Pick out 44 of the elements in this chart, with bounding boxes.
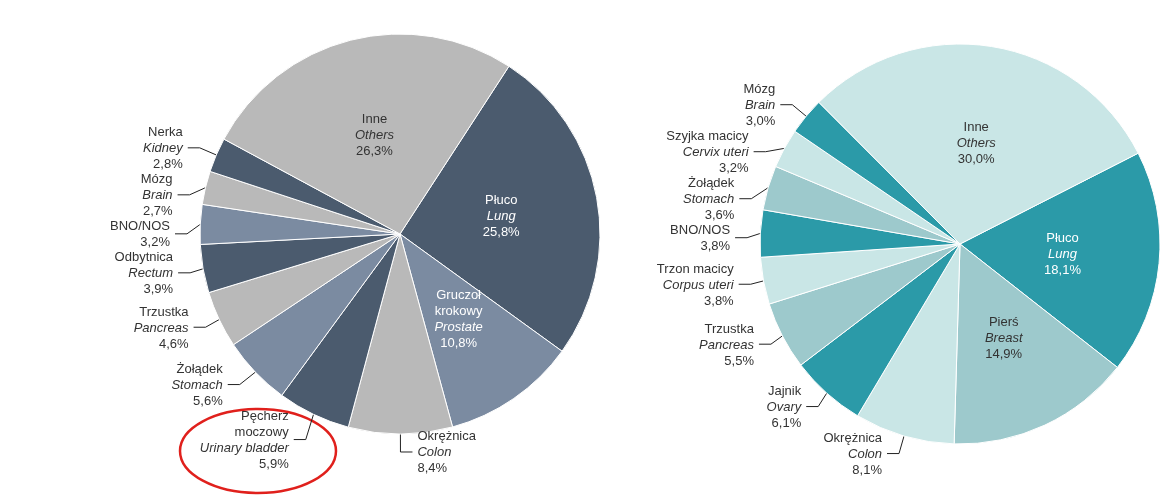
data-label: 3,0% (745, 113, 776, 129)
data-label: 3,8% (704, 292, 735, 308)
data-label: 3,8% (700, 238, 731, 254)
slice-label: Trzustka Pancreas (699, 320, 755, 352)
data-label: 5,5% (724, 352, 755, 368)
slice-label: Szyjka macicy Cervix uteri (666, 128, 750, 160)
slice-label: Trzon macicy Corpus uteri (656, 260, 735, 292)
data-label: 3,6% (704, 207, 735, 223)
slice-label: Inne Others (354, 110, 395, 142)
data-label: 2,8% (153, 156, 184, 172)
slice-label: Inne Others (956, 118, 997, 150)
data-label: 5,9% (259, 456, 290, 472)
data-label: 26,3% (356, 142, 394, 158)
data-label: 3,2% (718, 160, 750, 176)
slice-label: Trzustka Pancreas (133, 303, 190, 335)
slice-label: Płuco Lung (1046, 230, 1079, 262)
data-label: 3,2% (140, 234, 171, 250)
slice-label: Nerka Kidney (143, 124, 185, 156)
slice-label: Jajnik Ovary (766, 383, 803, 415)
data-label: 14,9% (985, 345, 1023, 361)
data-label: 25,8% (482, 223, 521, 239)
slice-label: Pęcherz moczowy Urinary bladder (199, 408, 290, 456)
slice-label: BNO/NOS (670, 222, 731, 238)
slice-label: Mózg Brain (743, 81, 776, 113)
slice-label: Odbytnica Rectum (114, 249, 174, 281)
data-label: 4,6% (158, 335, 189, 351)
slice-label: Płuco Lung (484, 191, 518, 223)
slice-label: BNO/NOS (110, 218, 171, 234)
data-label: 8,1% (852, 462, 883, 478)
slice-label: Okrężnica Colon (823, 430, 883, 462)
slice-label: Okrężnica Colon (417, 428, 477, 460)
data-label: 3,9% (143, 281, 174, 297)
slice-label: Żołądek Stomach (171, 361, 224, 393)
slice-label: Mózg Brain (140, 171, 173, 203)
data-label: 5,6% (193, 393, 224, 409)
data-label: 18,1% (1044, 262, 1082, 278)
data-label: 30,0% (957, 150, 996, 166)
slice-label: Żołądek Stomach (683, 175, 735, 207)
slice-label: Pierś Breast (984, 313, 1024, 345)
slice-label: Gruczoł krokowy Prostate (434, 287, 483, 335)
data-label: 10,8% (440, 335, 478, 351)
data-label: 2,7% (142, 203, 173, 219)
data-label: 8,4% (417, 460, 448, 476)
data-label: 6,1% (771, 415, 802, 431)
